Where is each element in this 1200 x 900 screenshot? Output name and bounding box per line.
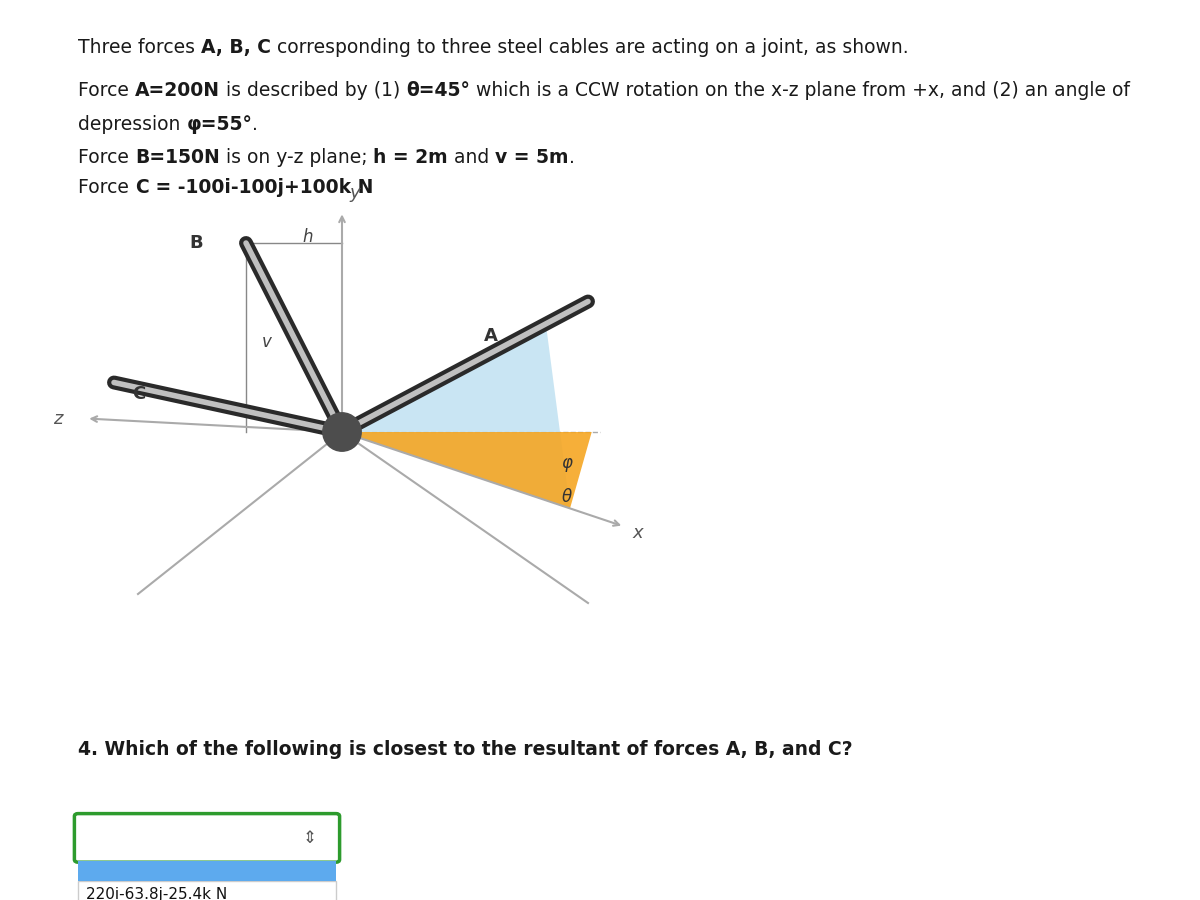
Text: Force: Force [78, 148, 134, 166]
Text: φ=55°: φ=55° [186, 115, 252, 134]
Text: A, B, C: A, B, C [200, 38, 271, 57]
Bar [78, 881, 336, 900]
Text: C: C [134, 178, 149, 197]
Text: 220i-63.8j-25.4k N: 220i-63.8j-25.4k N [86, 886, 228, 900]
Text: depression: depression [78, 115, 186, 134]
Text: B: B [190, 234, 203, 252]
Polygon shape [342, 432, 592, 508]
Text: and: and [448, 148, 496, 166]
Polygon shape [342, 324, 570, 508]
Text: Force: Force [78, 81, 134, 100]
Text: .: . [569, 148, 575, 166]
Text: θ: θ [562, 488, 571, 506]
Text: C: C [132, 385, 145, 403]
Text: corresponding to three steel cables are acting on a joint, as shown.: corresponding to three steel cables are … [271, 38, 908, 57]
Text: is described by (1): is described by (1) [220, 81, 406, 100]
Text: θ=45°: θ=45° [406, 81, 470, 100]
Text: x: x [632, 524, 643, 542]
Text: Three forces: Three forces [78, 38, 202, 57]
Text: ⇕: ⇕ [302, 829, 317, 847]
Text: h: h [302, 228, 313, 246]
Text: h = 2m: h = 2m [373, 148, 448, 166]
Text: .: . [252, 115, 258, 134]
Text: z: z [53, 410, 62, 428]
Text: B=150N: B=150N [134, 148, 220, 166]
Bar [78, 861, 336, 881]
Text: = -100i-100j+100k N: = -100i-100j+100k N [149, 178, 373, 197]
Text: A=200N: A=200N [134, 81, 220, 100]
Text: φ: φ [562, 454, 572, 472]
Text: is on y-z plane;: is on y-z plane; [220, 148, 373, 166]
Text: v = 5m: v = 5m [496, 148, 569, 166]
Text: 4. Which of the following is closest to the resultant of forces A, B, and C?: 4. Which of the following is closest to … [78, 740, 853, 759]
Text: v: v [262, 333, 271, 351]
Text: Force: Force [78, 178, 134, 197]
Text: which is a CCW rotation on the x-z plane from +x, and (2) an angle of: which is a CCW rotation on the x-z plane… [470, 81, 1130, 100]
Text: A: A [484, 327, 498, 345]
Text: y: y [349, 184, 360, 202]
FancyBboxPatch shape [74, 814, 340, 862]
Ellipse shape [323, 413, 361, 451]
